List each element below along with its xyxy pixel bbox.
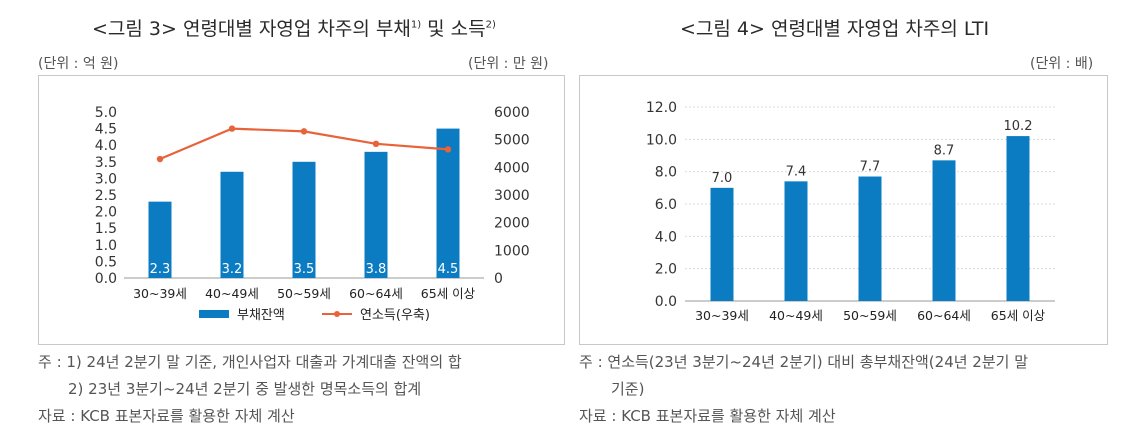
bar <box>148 201 172 278</box>
y-left-tick-label: 5.0 <box>95 105 117 121</box>
income-point <box>228 125 236 132</box>
x-tick-label: 30~39세 <box>133 286 187 301</box>
figure4-note-2: 기준) <box>611 380 645 398</box>
bar-data-label: 3.5 <box>294 262 315 277</box>
income-point <box>156 155 164 163</box>
bar-data-label: 3.2 <box>222 262 243 277</box>
x-tick-label: 40~49세 <box>205 286 259 301</box>
y-left-tick-label: 2.0 <box>95 205 117 221</box>
bar <box>364 151 388 278</box>
x-tick-label: 30~39세 <box>695 308 749 323</box>
bar-data-label: 8.7 <box>934 143 955 158</box>
legend-line-marker <box>334 311 340 317</box>
bar <box>436 128 460 278</box>
legend-bar-swatch <box>199 310 229 318</box>
figure4-unit-right: (단위 : 배) <box>1030 56 1094 72</box>
figure4-chart: 0.0 2.0 4.0 6.0 8.0 10.0 12.0 7.0 30~39세 7.4 40~49… <box>646 100 1055 323</box>
figure3-unit-right: (단위 : 만 원) <box>468 56 549 72</box>
y-tick-label: 12.0 <box>646 100 677 116</box>
x-tick-label: 60~64세 <box>917 308 971 323</box>
income-point <box>300 128 308 135</box>
figure4-note-1: 주 : 연소득(23년 3분기~24년 2분기) 대비 총부채잔액(24년 2분… <box>579 353 1029 371</box>
figure3-title-sup2: 2) <box>485 19 496 31</box>
figure4-panel: 0.0 2.0 4.0 6.0 8.0 10.0 12.0 7.0 30~39세 7.4 40~49… <box>579 75 1108 345</box>
y-left-tick-label: 0.0 <box>95 271 117 287</box>
income-point <box>444 146 452 153</box>
figure3-title: <그림 3> 연령대별 자영업 차주의 부채1) 및 소득2) <box>92 14 496 41</box>
figure4-note-3: 자료 : KCB 표본자료를 활용한 자체 계산 <box>579 407 836 425</box>
y-right-tick-label: 3000 <box>494 188 530 204</box>
y-right-tick-label: 4000 <box>494 160 530 176</box>
y-tick-label: 6.0 <box>655 197 677 213</box>
y-right-tick-label: 5000 <box>494 133 530 149</box>
y-tick-label: 4.0 <box>655 229 677 245</box>
bar-data-label: 4.5 <box>438 262 459 277</box>
bar <box>932 160 956 301</box>
y-left-tick-label: 1.0 <box>95 238 117 254</box>
y-left-tick-label: 0.5 <box>95 254 117 270</box>
bar-data-label: 3.8 <box>366 262 387 277</box>
y-left-tick-label: 1.5 <box>95 221 117 237</box>
x-tick-label: 60~64세 <box>349 286 403 301</box>
income-point <box>372 140 380 148</box>
y-right-tick-label: 2000 <box>494 216 530 232</box>
bar-data-label: 7.0 <box>712 171 733 186</box>
figure3-title-sup1: 1) <box>410 19 422 31</box>
x-tick-label: 50~59세 <box>843 308 897 323</box>
figure3-panel: 0.0 0.5 1.0 1.5 2.0 2.5 3.0 3.5 4.0 4.5 5.0 0 1000 20… <box>38 75 565 345</box>
bar <box>292 161 316 278</box>
y-tick-label: 0.0 <box>655 294 677 310</box>
bar <box>1006 136 1030 301</box>
y-right-tick-label: 6000 <box>494 105 530 121</box>
x-tick-label: 40~49세 <box>769 308 823 323</box>
figure3-title-mid: 및 소득 <box>421 18 486 40</box>
legend-line-label: 연소득(우축) <box>360 308 430 323</box>
bar <box>710 187 734 301</box>
y-right-tick-label: 0 <box>494 271 503 287</box>
figure3-unit-left: (단위 : 억 원) <box>38 56 119 72</box>
figure3-title-text: <그림 3> 연령대별 자영업 차주의 부채 <box>92 18 411 40</box>
y-left-tick-label: 3.5 <box>95 155 117 171</box>
y-left-tick-label: 4.5 <box>95 122 117 138</box>
x-tick-label: 50~59세 <box>277 286 331 301</box>
y-tick-label: 2.0 <box>655 262 677 278</box>
bar <box>858 176 882 301</box>
figure3-chart: 0.00.51.01.52.02.53.03.54.04.55.00100020… <box>95 105 530 323</box>
bar <box>220 171 244 278</box>
bar-data-label: 7.4 <box>786 164 807 179</box>
bar-data-label: 7.7 <box>860 160 881 175</box>
y-tick-label: 10.0 <box>646 132 677 148</box>
bar-data-label: 10.2 <box>1004 119 1033 134</box>
bar-data-label: 2.3 <box>150 262 171 277</box>
figure3-note-1: 주 : 1) 24년 2분기 말 기준, 개인사업자 대출과 가계대출 잔액의 … <box>38 353 462 371</box>
figure4-title: <그림 4> 연령대별 자영업 차주의 LTI <box>680 18 990 40</box>
x-tick-label: 65세 이상 <box>991 308 1046 323</box>
figure3-note-2: 2) 23년 3분기~24년 2분기 중 발생한 명목소득의 합계 <box>68 380 422 398</box>
legend-bar-label: 부채잔액 <box>237 308 285 323</box>
y-left-tick-label: 3.0 <box>95 171 117 187</box>
y-left-tick-label: 4.0 <box>95 138 117 154</box>
y-tick-label: 8.0 <box>655 165 677 181</box>
y-right-tick-label: 1000 <box>494 243 530 259</box>
x-tick-label: 65세 이상 <box>421 286 476 301</box>
y-left-tick-label: 2.5 <box>95 188 117 204</box>
figure3-note-3: 자료 : KCB 표본자료를 활용한 자체 계산 <box>38 407 295 425</box>
bar <box>784 181 808 301</box>
